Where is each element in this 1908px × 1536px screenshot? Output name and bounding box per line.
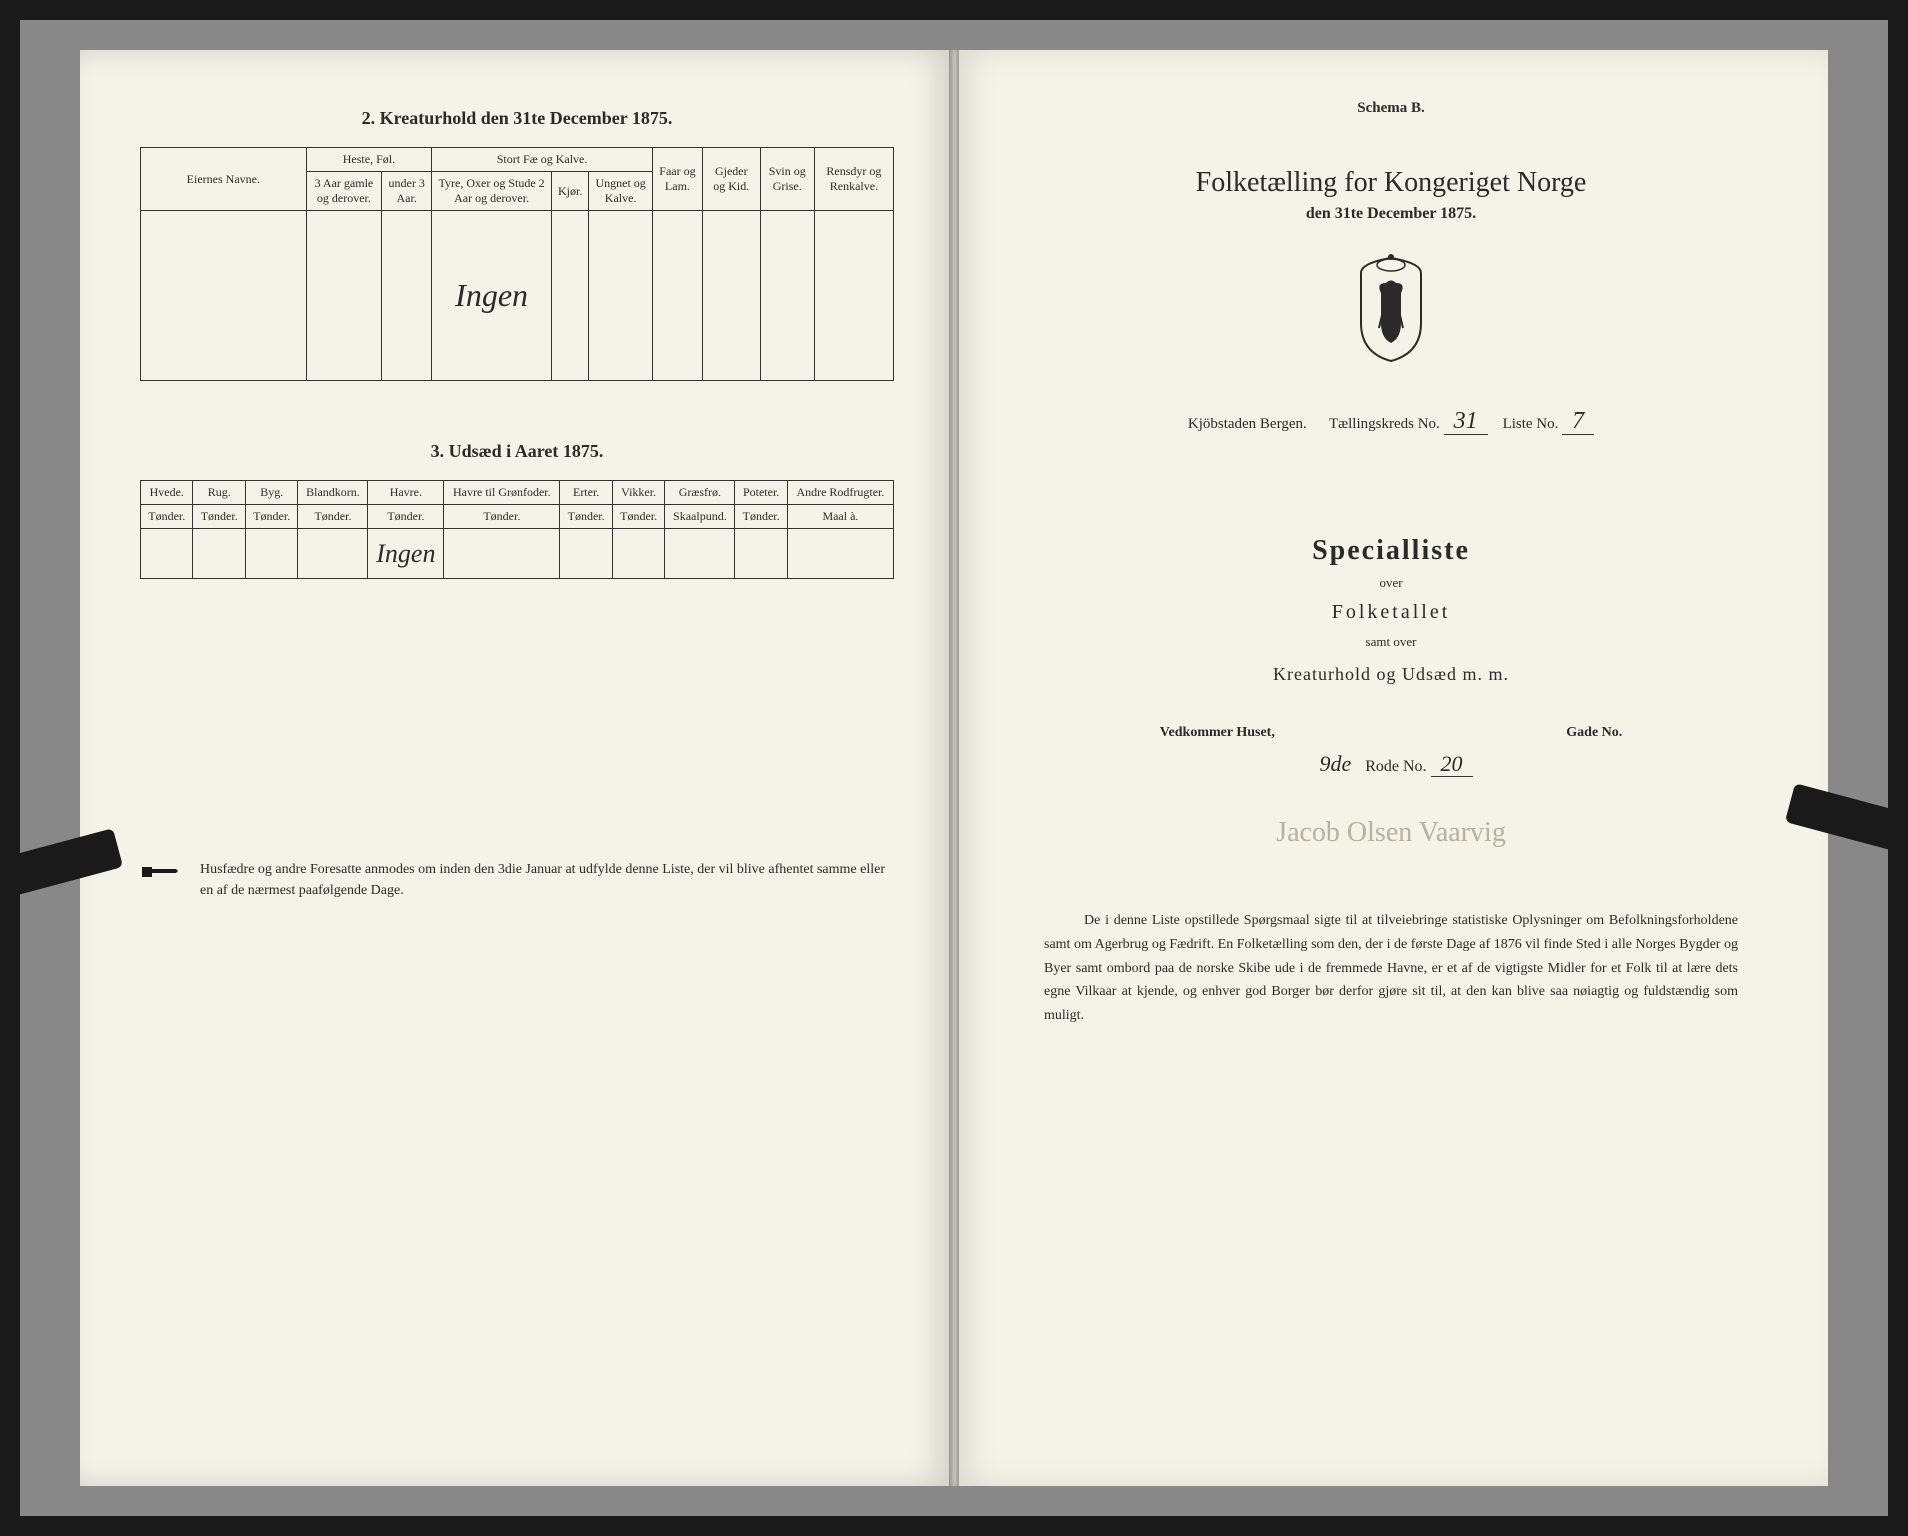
col-vikker: Vikker.	[612, 481, 664, 505]
bottom-paragraph: De i denne Liste opstillede Spørgsmaal s…	[1014, 909, 1768, 1028]
book-spine	[949, 50, 959, 1486]
col-erter: Erter.	[560, 481, 612, 505]
specialliste-title: Specialliste	[1014, 535, 1768, 567]
handwritten-ingen-2: Ingen	[368, 529, 444, 579]
col-fae-group: Stort Fæ og Kalve.	[432, 148, 653, 172]
page-left: 2. Kreaturhold den 31te December 1875. E…	[80, 50, 954, 1486]
col-hvede: Hvede.	[141, 481, 193, 505]
gade-label: Gade No.	[1566, 725, 1622, 741]
footnote-block: Husfædre og andre Foresatte anmodes om i…	[140, 859, 894, 901]
rode-line: 9de Rode No. 20	[1014, 751, 1768, 777]
over-label-1: over	[1014, 575, 1768, 591]
liste-no: 7	[1562, 408, 1594, 435]
col-heste-a: 3 Aar gamle og derover.	[306, 172, 382, 211]
taellingskreds-no: 31	[1444, 408, 1488, 435]
col-havre: Havre.	[368, 481, 444, 505]
footnote-text: Husfædre og andre Foresatte anmodes om i…	[200, 859, 894, 901]
unit: Tønder.	[141, 505, 193, 529]
udsaed-table: Hvede. Rug. Byg. Blandkorn. Havre. Havre…	[140, 480, 894, 579]
unit: Tønder.	[560, 505, 612, 529]
section-3-title: 3. Udsæd i Aaret 1875.	[140, 441, 894, 462]
schema-label: Schema B.	[1014, 100, 1768, 117]
faint-name: Jacob Olsen Vaarvig	[1014, 817, 1768, 849]
pointing-hand-icon	[140, 859, 180, 883]
col-graesfre: Græsfrø.	[665, 481, 735, 505]
unit-maal: Maal à.	[787, 505, 893, 529]
kreaturhold-table: Eiernes Navne. Heste, Føl. Stort Fæ og K…	[140, 147, 894, 381]
col-blandkorn: Blandkorn.	[298, 481, 368, 505]
kjobstaden-label: Kjöbstaden Bergen.	[1188, 416, 1307, 432]
scanner-frame: 2. Kreaturhold den 31te December 1875. E…	[20, 20, 1888, 1516]
rode-no: 20	[1431, 751, 1473, 777]
taellingskreds-label: Tællingskreds No.	[1329, 416, 1440, 432]
unit: Tønder.	[444, 505, 560, 529]
col-poteter: Poteter.	[735, 481, 787, 505]
col-gjeder: Gjeder og Kid.	[702, 148, 760, 211]
col-fae-b: Kjør.	[552, 172, 589, 211]
col-svin: Svin og Grise.	[760, 148, 814, 211]
kreaturhold-label: Kreaturhold og Udsæd m. m.	[1014, 664, 1768, 685]
unit: Tønder.	[368, 505, 444, 529]
unit-skaal: Skaalpund.	[665, 505, 735, 529]
col-havre-gren: Havre til Grønfoder.	[444, 481, 560, 505]
unit: Tønder.	[612, 505, 664, 529]
col-heste-b: under 3 Aar.	[382, 172, 432, 211]
col-eiernes: Eiernes Navne.	[141, 148, 307, 211]
meta-line: Kjöbstaden Bergen. Tællingskreds No. 31 …	[1014, 408, 1768, 435]
section-2-title: 2. Kreaturhold den 31te December 1875.	[140, 108, 894, 129]
col-fae-c: Ungnet og Kalve.	[589, 172, 653, 211]
col-rug: Rug.	[193, 481, 245, 505]
huset-line: Vedkommer Huset, Gade No.	[1014, 725, 1768, 741]
liste-label: Liste No.	[1503, 416, 1559, 432]
unit: Tønder.	[245, 505, 297, 529]
coat-of-arms-icon	[1014, 253, 1768, 368]
samt-over-label: samt over	[1014, 634, 1768, 650]
main-title: Folketælling for Kongeriget Norge	[1014, 167, 1768, 199]
col-rensd: Rensdyr og Renkalve.	[814, 148, 893, 211]
table-row: Ingen	[141, 211, 894, 381]
unit: Tønder.	[193, 505, 245, 529]
folketallet-label: Folketallet	[1014, 601, 1768, 624]
handwritten-ingen-1: Ingen	[432, 211, 552, 381]
table-row: Ingen	[141, 529, 894, 579]
col-faar: Faar og Lam.	[652, 148, 702, 211]
open-book: 2. Kreaturhold den 31te December 1875. E…	[20, 20, 1888, 1516]
col-fae-a: Tyre, Oxer og Stude 2 Aar og derover.	[432, 172, 552, 211]
sub-date: den 31te December 1875.	[1014, 205, 1768, 223]
rode-prefix: 9de	[1309, 751, 1361, 776]
col-byg: Byg.	[245, 481, 297, 505]
rode-label: Rode No.	[1365, 758, 1426, 775]
col-heste-group: Heste, Føl.	[306, 148, 432, 172]
unit: Tønder.	[298, 505, 368, 529]
page-right: Schema B. Folketælling for Kongeriget No…	[954, 50, 1828, 1486]
vedkommer-label: Vedkommer Huset,	[1160, 725, 1275, 741]
unit: Tønder.	[735, 505, 787, 529]
col-andre: Andre Rodfrugter.	[787, 481, 893, 505]
